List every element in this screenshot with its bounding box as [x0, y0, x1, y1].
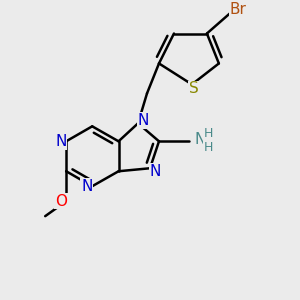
Text: N: N	[55, 134, 67, 149]
Text: S: S	[188, 81, 198, 96]
Text: N: N	[150, 164, 161, 179]
Text: O: O	[55, 194, 67, 209]
Text: N: N	[195, 132, 206, 147]
Text: N: N	[138, 113, 149, 128]
Text: Br: Br	[230, 2, 247, 17]
Text: H: H	[204, 141, 213, 154]
Text: H: H	[204, 127, 213, 140]
Text: N: N	[81, 179, 92, 194]
